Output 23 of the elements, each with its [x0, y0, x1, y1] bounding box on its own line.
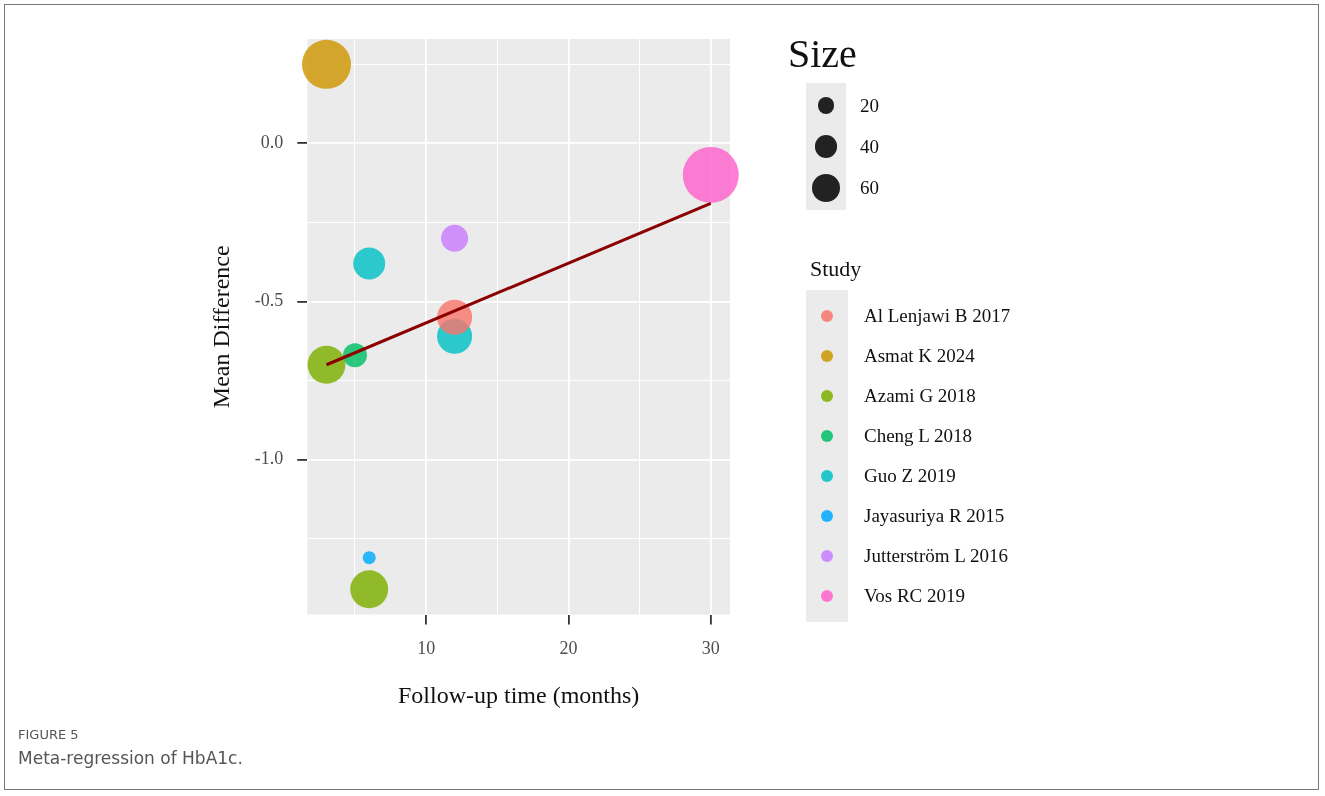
- legend-label: 20: [860, 94, 879, 117]
- legend-label: Guo Z 2019: [864, 465, 956, 487]
- x-tick-label: 30: [701, 638, 720, 659]
- legend-label: Azami G 2018: [864, 385, 976, 407]
- legend-label: Vos RC 2019: [864, 585, 966, 607]
- caption: FIGURE 5: [18, 727, 80, 742]
- legend-label: 60: [860, 176, 879, 199]
- legend-label: Jayasuriya R 2015: [864, 505, 1005, 527]
- x-axis-title: Follow-up time (months): [397, 681, 640, 708]
- y-axis-title: Mean Difference: [207, 245, 234, 409]
- y-tick-label: -1.0: [254, 448, 284, 469]
- legend-label: Cheng L 2018: [864, 425, 973, 447]
- x-tick-label: 20: [559, 638, 578, 659]
- x-tick-label: 10: [417, 638, 436, 659]
- text: Size: [788, 30, 858, 77]
- legend-label: Jutterström L 2016: [864, 545, 1008, 567]
- legend-title: Study: [810, 256, 862, 282]
- legend-label: Asmat K 2024: [864, 345, 975, 367]
- legend-label: 40: [860, 135, 879, 158]
- y-tick-label: -0.5: [254, 290, 284, 311]
- text: Meta-regression of HbA1c.: [18, 748, 243, 768]
- y-tick-label: 0.0: [260, 132, 284, 153]
- legend-label: Al Lenjawi B 2017: [864, 305, 1011, 327]
